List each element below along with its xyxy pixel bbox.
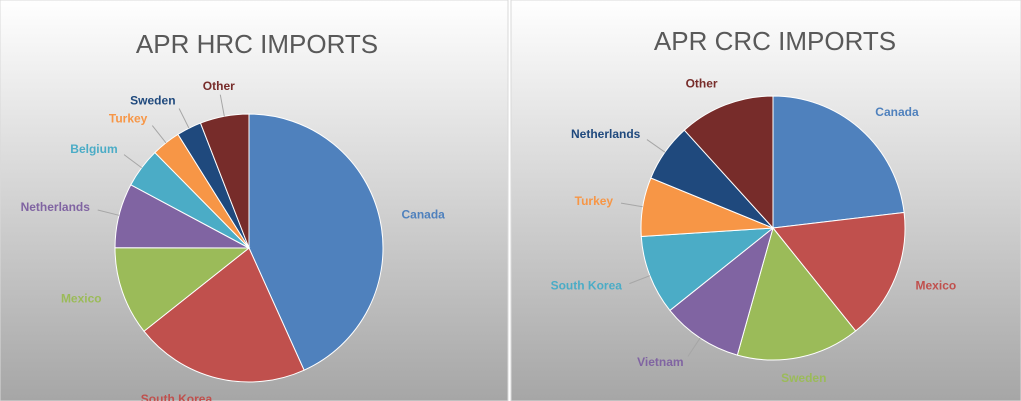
pie-slice (114, 247, 251, 332)
slice-label: Vietnam (637, 355, 683, 369)
pie-slice (736, 226, 857, 361)
pie-slice (640, 227, 775, 312)
pie-slice (772, 211, 906, 332)
slice-label: Netherlands (21, 200, 91, 214)
slice-label: Sweden (130, 94, 175, 108)
leader-line (151, 125, 167, 144)
leader-line (219, 94, 225, 117)
slice-label: Netherlands (571, 127, 641, 141)
slice-label: Other (686, 76, 718, 90)
leader-line (123, 154, 142, 169)
leader-line (178, 108, 190, 129)
chart-title: APR HRC IMPORTS (136, 29, 378, 59)
slice-label: Mexico (61, 291, 102, 305)
slice-label: Canada (402, 207, 446, 221)
slice-label: Other (203, 79, 235, 93)
slice-label: Turkey (109, 111, 148, 125)
pie-slice (683, 95, 774, 230)
slice-label: Canada (875, 105, 919, 119)
leader-line (629, 275, 651, 285)
slice-label: South Korea (141, 392, 213, 401)
leader-line (620, 202, 643, 208)
slice-label: Mexico (916, 278, 957, 292)
slice-label: South Korea (551, 279, 623, 293)
pie-slice (143, 247, 305, 383)
leader-line (97, 209, 120, 216)
pie-slice (248, 113, 384, 371)
pie-slice (669, 226, 774, 356)
pie-slice (772, 95, 905, 229)
leader-line (646, 139, 666, 153)
slice-label: Turkey (575, 194, 614, 208)
slice-label: Belgium (70, 142, 117, 156)
chart-title: APR CRC IMPORTS (654, 26, 896, 56)
slice-label: Sweden (781, 371, 826, 385)
leader-line (687, 337, 701, 357)
pie-slice (199, 113, 250, 249)
